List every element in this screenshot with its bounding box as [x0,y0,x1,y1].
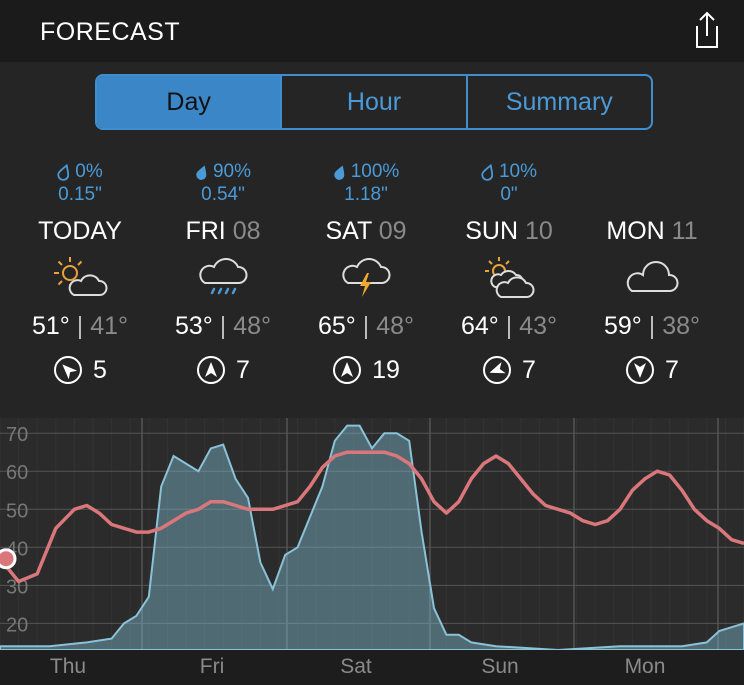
day-column[interactable]: 90% 0.54" FRI 08 53° | 48° 7 [151,160,295,392]
precip-chance: 90% [212,161,252,182]
partly-sunny-icon [54,257,108,296]
y-tick-label: 30 [6,576,28,598]
wind-direction-icon [54,356,83,384]
day-name: MON [606,217,665,245]
wind-speed: 7 [665,355,679,384]
precip-chance [580,160,724,184]
app-header: FORECAST [0,0,744,62]
x-axis-bar [0,650,744,685]
high-temp: 53° [174,312,213,340]
tab-hour[interactable]: Hour [280,76,465,128]
day-name: SAT [325,217,372,245]
precip-chance: 10% [498,161,538,182]
wind-speed: 19 [372,355,400,384]
wind-speed: 7 [236,355,250,384]
current-time-marker [0,548,17,570]
raindrop-icon [196,165,207,180]
y-tick-label: 20 [6,614,28,636]
day-column[interactable]: 10% 0" SUN 10 64° | 43° 7 [437,160,581,392]
wind-direction-icon [197,356,226,384]
day-name: FRI [185,217,226,245]
day-number: 10 [524,217,553,245]
precip-amount: 0.54" [201,184,245,205]
rain-cloud-icon [199,258,248,295]
x-tick-label: Thu [50,655,86,678]
daily-forecast: 0% 0.15" TODAY 51° | 41° 5 90% 0.54" FRI… [0,160,744,390]
y-tick-label: 60 [6,462,28,484]
high-temp: 59° [603,312,642,340]
cloud-icon [626,261,679,292]
wind-direction-icon [626,356,655,384]
day-column[interactable]: MON 11 59° | 38° 7 [580,160,724,392]
y-tick-label: 70 [6,424,28,446]
day-column[interactable]: 100% 1.18" SAT 09 65° | 48° 19 [294,160,438,392]
x-tick-label: Fri [200,655,225,678]
temperature-line [0,450,744,584]
low-temp: 43° [519,312,558,340]
thunderstorm-icon [342,258,391,297]
precip-amount [580,184,724,208]
low-temp: 48° [233,312,272,340]
low-temp: 48° [376,312,415,340]
tab-summary[interactable]: Summary [465,76,651,128]
day-number: 09 [378,217,407,245]
raindrop-icon [334,165,344,180]
day-name: SUN [465,217,519,245]
tab-day[interactable]: Day [97,76,281,128]
high-temp: 51° [31,312,70,340]
x-tick-label: Sun [481,655,518,678]
precip-amount: 0" [500,184,518,205]
wind-direction-icon [333,356,362,384]
day-number: 08 [232,217,261,245]
low-temp: 41° [90,312,129,340]
wind-direction-icon [483,356,512,384]
day-number: 11 [671,217,698,245]
raindrop-outline-icon [57,163,70,181]
low-temp: 38° [662,312,701,340]
day-column[interactable]: 0% 0.15" TODAY 51° | 41° 5 [8,160,152,392]
wind-speed: 7 [522,355,536,384]
partly-cloudy-icon [485,257,535,298]
page-title: FORECAST [40,18,181,46]
high-temp: 64° [460,312,499,340]
x-tick-label: Sat [340,655,372,678]
precip-chance: 0% [75,161,103,182]
high-temp: 65° [317,312,356,340]
precip-amount: 1.18" [344,184,388,205]
day-name: TODAY [38,217,122,245]
wind-speed: 5 [93,355,107,384]
precip-amount: 0.15" [58,184,102,205]
view-tabs: Day Hour Summary [95,74,653,130]
y-tick-label: 50 [6,500,28,522]
share-icon[interactable] [692,10,722,50]
x-tick-label: Mon [625,655,666,678]
raindrop-outline-icon [481,163,494,181]
precip-chance: 100% [350,161,400,182]
